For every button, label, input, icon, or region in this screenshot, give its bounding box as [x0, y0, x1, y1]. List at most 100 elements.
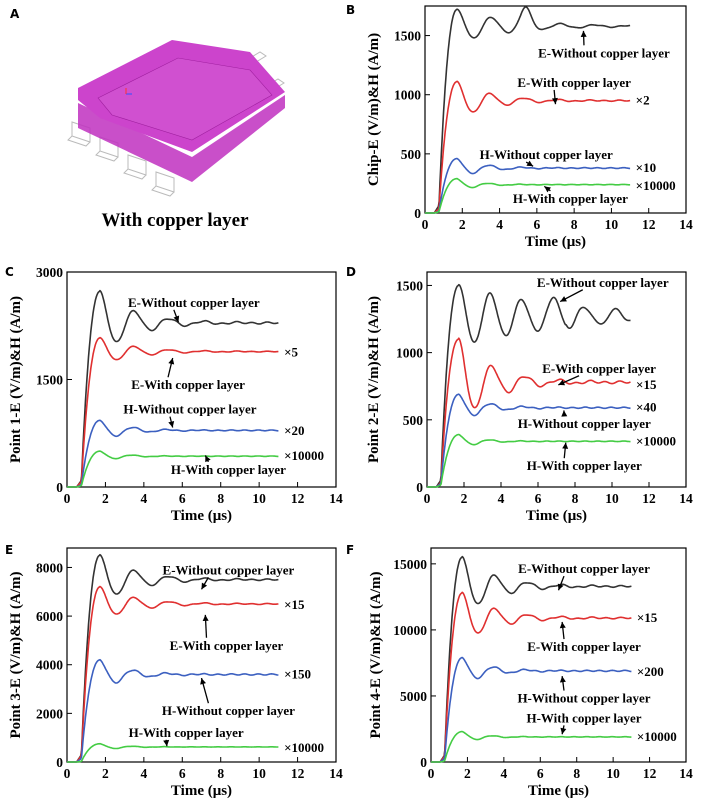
y-tick-label: 500	[401, 147, 422, 162]
y-tick-label: 4000	[36, 658, 63, 673]
annotation-arrowhead	[202, 614, 209, 622]
panel-label: F	[346, 543, 354, 557]
series-line-2	[426, 393, 631, 488]
series-line-1	[430, 591, 632, 763]
series-line-0	[67, 289, 279, 488]
x-tick-label: 6	[535, 491, 542, 506]
x-tick-label: 0	[422, 217, 429, 232]
annotation-label: E-Without copper layer	[518, 561, 650, 576]
x-tick-label: 0	[424, 491, 431, 506]
series-line-2	[424, 157, 631, 214]
annotation-arrowhead	[163, 739, 170, 747]
y-tick-label: 2000	[36, 706, 63, 721]
annotation-label: H-Without copper layer	[517, 691, 650, 706]
annotation-label: E-With copper layer	[517, 75, 631, 90]
annotation-label: E-With copper layer	[170, 638, 284, 653]
annotation-label: E-Without copper layer	[163, 562, 295, 577]
x-tick-label: 10	[252, 766, 266, 781]
x-tick-label: 14	[679, 766, 693, 781]
x-tick-label: 12	[291, 491, 305, 506]
x-tick-label: 10	[605, 217, 619, 232]
annotation-arrowhead	[558, 379, 566, 386]
chart-e: E 0 2 4 6 8 10 12 14 0 2000 4000 6000 8000 Time (μs) Po…	[5, 543, 343, 799]
annotation-arrowhead	[580, 30, 587, 37]
x-tick-label: 8	[572, 491, 579, 506]
y-tick-label: 15000	[393, 557, 427, 572]
annotation-arrowhead	[560, 296, 567, 302]
x-tick-label: 2	[102, 491, 109, 506]
x-tick-label: 4	[140, 766, 147, 781]
series-line-3	[67, 450, 279, 488]
annotation-label: ×10	[636, 160, 656, 175]
x-tick-label: 14	[679, 217, 693, 232]
annotation-label: ×5	[284, 344, 298, 359]
series-line-3	[424, 177, 631, 214]
plot-frame	[426, 271, 687, 488]
annotation-label: H-Without copper layer	[162, 703, 295, 718]
annotation-label: ×150	[284, 666, 311, 681]
annotation-arrowhead	[544, 186, 551, 193]
plot-frame	[430, 547, 687, 763]
annotation-label: ×15	[636, 377, 657, 392]
x-tick-label: 12	[291, 766, 305, 781]
annotation-label: H-With copper layer	[513, 191, 628, 206]
x-tick-label: 2	[459, 217, 466, 232]
annotation-label: E-Without copper layer	[128, 295, 260, 310]
chip-model	[67, 40, 285, 197]
series-line-1	[67, 336, 279, 488]
x-tick-label: 6	[179, 766, 186, 781]
annotation-arrowhead	[562, 442, 569, 449]
panel-a-label: A	[10, 7, 20, 21]
annotation-label: E-Without copper layer	[537, 275, 669, 290]
annotation-label: ×200	[637, 664, 664, 679]
y-axis-label: Point 1-E (V/m)&H (A/m)	[8, 296, 24, 463]
annotation-arrowhead	[559, 621, 566, 629]
annotation-label: ×20	[284, 423, 304, 438]
annotation-label: E-With copper layer	[527, 639, 641, 654]
annotation-arrowhead	[561, 410, 568, 417]
y-tick-label: 0	[56, 480, 63, 495]
y-axis-label: Chip-E (V/m)&H (A/m)	[366, 33, 382, 186]
x-axis-label: Time (μs)	[526, 508, 587, 524]
x-tick-label: 0	[64, 491, 71, 506]
y-tick-label: 0	[420, 755, 427, 770]
annotation-label: H-With copper layer	[527, 458, 642, 473]
y-axis-label: Point 2-E (V/m)&H (A/m)	[366, 296, 382, 463]
x-tick-label: 12	[642, 217, 656, 232]
plot-frame	[424, 5, 687, 214]
series-line-3	[430, 730, 632, 763]
y-tick-label: 0	[416, 480, 423, 495]
x-axis-label: Time (μs)	[171, 508, 232, 524]
annotation-label: E-With copper layer	[131, 377, 245, 392]
x-axis-label: Time (μs)	[525, 234, 586, 250]
annotation-arrowhead	[526, 160, 534, 167]
chart-c: C 0 2 4 6 8 10 12 14 0 1500 3000 Time (μs) Point 1-E …	[5, 265, 343, 524]
x-tick-label: 4	[496, 217, 503, 232]
x-axis-label: Time (μs)	[528, 783, 589, 799]
series-line-0	[430, 555, 632, 763]
annotation-arrowhead	[168, 420, 175, 428]
y-axis-label: Point 4-E (V/m)&H (A/m)	[368, 571, 384, 738]
annotation-label: ×40	[636, 400, 656, 415]
annotation-arrowhead	[551, 97, 558, 105]
chart-d: D 0 2 4 6 8 10 12 14 0 500 1000 1500 Time (μs) Point 2…	[346, 265, 693, 524]
annotation-label: H-Without copper layer	[480, 147, 613, 162]
chip-body-side	[78, 95, 285, 182]
annotation-arrowhead	[201, 582, 208, 590]
annotation-label: H-With copper layer	[171, 462, 286, 477]
annotation-arrowhead	[200, 678, 206, 685]
annotation-arrowhead	[559, 676, 566, 683]
y-tick-label: 1500	[394, 29, 421, 44]
x-tick-label: 6	[533, 217, 540, 232]
chart-f: F 0 2 4 6 8 10 12 14 0 5000 10000 15000 Time (μs) Poin…	[346, 543, 693, 799]
annotation-label: E-With copper layer	[542, 361, 656, 376]
annotation-arrowhead	[557, 583, 564, 591]
x-tick-label: 12	[642, 491, 656, 506]
annotation-label: ×10000	[636, 178, 676, 193]
annotation-arrowhead	[560, 727, 567, 735]
annotation-label: ×10000	[636, 433, 676, 448]
x-tick-label: 4	[140, 491, 147, 506]
series-line-0	[67, 553, 279, 763]
y-tick-label: 500	[403, 413, 424, 428]
x-tick-label: 10	[605, 491, 619, 506]
